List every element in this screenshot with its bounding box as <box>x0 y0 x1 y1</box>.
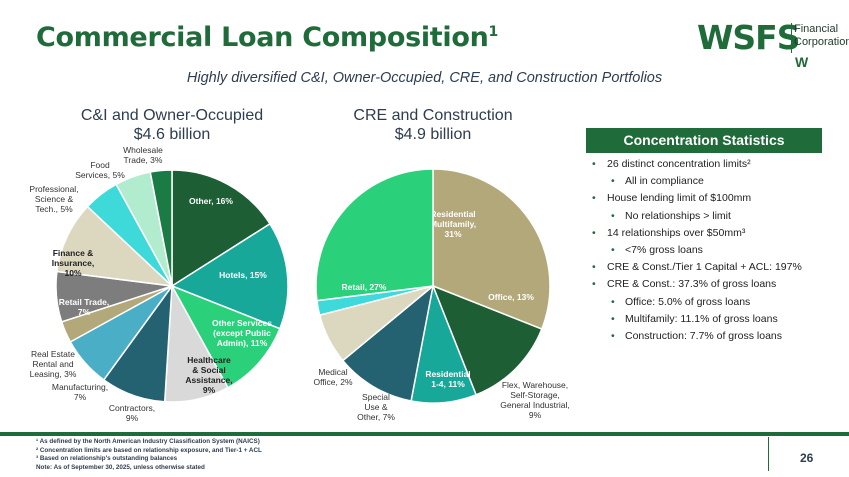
pie-label-wholesale-trade: Wholesale Trade, 3% <box>123 145 163 165</box>
wsfs-logo: WSFS Financial Corporation W <box>697 18 849 72</box>
concentration-stats-header: Concentration Statistics <box>586 128 822 153</box>
cre-pie-title: CRE and Construction $4.9 billion <box>333 106 533 144</box>
pie-label-contractors: Contractors, 9% <box>109 403 155 423</box>
pie-label-medical-office: Medical Office, 2% <box>313 367 352 387</box>
page-number: 26 <box>800 451 814 465</box>
pie-label-manufacturing: Manufacturing, 7% <box>52 382 108 402</box>
stat-item: 26 distinct concentration limits² <box>588 156 838 173</box>
title-footnote-marker: 1 <box>488 24 499 40</box>
pie-slice-residential-multifamily <box>432 168 551 331</box>
stat-item: CRE & Const./Tier 1 Capital + ACL: 197% <box>588 259 838 276</box>
stat-subitem: No relationships > limit <box>588 208 838 225</box>
stat-subitem: Multifamily: 11.1% of gross loans <box>588 311 838 328</box>
pie-label-healthcare-social-assistance: Healthcare & Social Assistance, 9% <box>185 355 232 395</box>
pie-label-other: Other, 16% <box>189 196 233 206</box>
pie-label-residential-1-4: Residential 1-4, 11% <box>425 369 470 389</box>
pie-slice-hotels <box>170 222 289 330</box>
pie-label-retail: Retail, 27% <box>342 282 387 292</box>
pie-label-retail-trade: Retail Trade, 7% <box>59 297 110 317</box>
stat-item: CRE & Const.: 37.3% of gross loans <box>588 276 838 293</box>
pie-label-food-services: Food Services, 5% <box>75 160 125 180</box>
ci-pie-title-line2: $4.6 billion <box>133 126 211 143</box>
pie-slice-other-services-except-public-admin <box>170 284 281 389</box>
page-subtitle: Highly diversified C&I, Owner-Occupied, … <box>186 70 663 86</box>
footnotes: ¹ As defined by the North American Indus… <box>36 438 262 472</box>
pie-label-special-use-other: Special Use & Other, 7% <box>357 392 395 422</box>
logo-wordmark: WSFS <box>697 18 800 57</box>
pie-slice-retail <box>315 168 434 302</box>
pie-label-hotels: Hotels, 15% <box>219 270 267 280</box>
pie-label-real-estate-rental-and-leasing: Real Estate Rental and Leasing, 3% <box>30 349 77 379</box>
ci-pie-title: C&I and Owner-Occupied $4.6 billion <box>72 106 272 144</box>
stat-item: House lending limit of $100mm <box>588 190 838 207</box>
pie-slice-wholesale-trade <box>149 169 173 287</box>
pie-label-office: Office, 13% <box>488 292 534 302</box>
footnote-3: ³ Based on relationship's outstanding ba… <box>36 455 178 463</box>
pie-slice-finance-insurance <box>56 205 175 288</box>
footnote-1: ¹ As defined by the North American Indus… <box>36 438 260 445</box>
stat-subitem: All in compliance <box>588 173 838 190</box>
footer-divider <box>768 437 769 471</box>
pie-label-other-services-except-public-admin: Other Services (except Public Admin), 11% <box>212 318 272 348</box>
cre-pie-title-line1: CRE and Construction <box>353 107 513 124</box>
pie-label-flex-warehouse-self-storage-general-industrial: Flex, Warehouse, Self-Storage, General Ind… <box>500 380 569 420</box>
concentration-stats-list: 26 distinct concentration limits² All in… <box>588 156 838 345</box>
stat-subitem: Office: 5.0% of gross loans <box>588 294 838 311</box>
stat-subitem: Construction: 7.7% of gross loans <box>588 328 838 345</box>
logo-subtitle: Financial Corporation <box>794 23 849 48</box>
cre-pie-title-line2: $4.9 billion <box>394 126 472 143</box>
pie-slice-office <box>431 284 543 396</box>
ci-pie-chart: Other, 16% Hotels, 15% Other Services (exce… <box>29 145 289 423</box>
stat-item: 14 relationships over $50mm³ <box>588 225 838 242</box>
footnote-note: Note: As of September 30, 2025, unless o… <box>36 463 205 471</box>
logo-mark-icon: W <box>795 54 809 70</box>
logo-divider <box>791 23 792 53</box>
pie-slice-other <box>171 169 271 288</box>
cre-pie-chart: Residential Multifamily, 31% Office, 13% Fle… <box>313 168 570 422</box>
footnote-2: ² Concentration limits are based on rela… <box>36 446 262 454</box>
pie-label-residential-multifamily: Residential Multifamily, 31% <box>430 209 476 239</box>
pie-slice-residential-1-4 <box>341 284 435 402</box>
ci-pie-title-line1: C&I and Owner-Occupied <box>80 107 264 124</box>
page-title: Commercial Loan Composition1 <box>36 22 498 53</box>
stat-subitem: <7% gross loans <box>588 242 838 259</box>
pie-label-finance-insurance: Finance & Insurance, 10% <box>52 248 95 278</box>
footer-rule <box>0 432 849 436</box>
pie-label-professional-science-tech: Professional, Science & Tech., 5% <box>29 184 78 214</box>
